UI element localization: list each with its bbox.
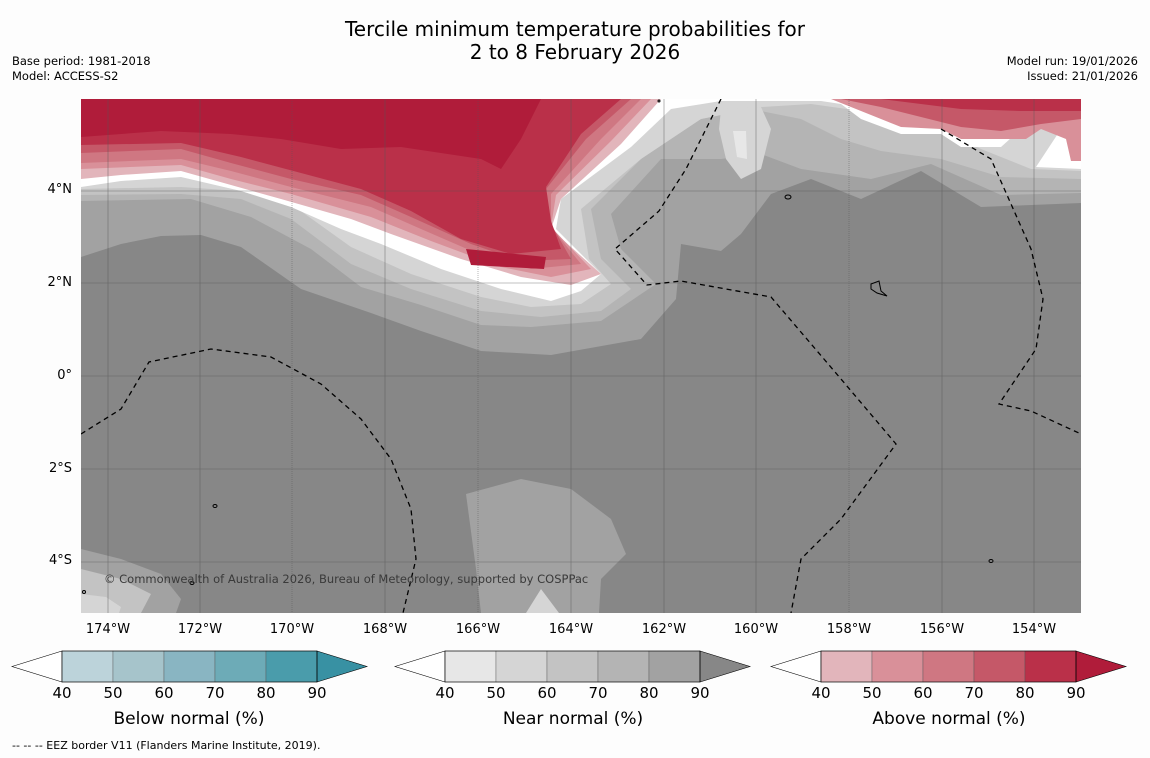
- colorbar-frame: [61, 650, 318, 683]
- title-line-1: Tercile minimum temperature probabilitie…: [344, 17, 806, 41]
- tick-above-60: 60: [913, 684, 933, 702]
- tick-near-40: 40: [435, 684, 455, 702]
- lon-label-166w: 166°W: [455, 622, 501, 637]
- tick-above-50: 50: [862, 684, 882, 702]
- below-normal-label: Below normal (%): [113, 709, 265, 729]
- lon-label-164w: 164°W: [548, 622, 594, 637]
- colorbar-max-arrow: [699, 650, 752, 683]
- colorbar-segment: [648, 650, 701, 683]
- colorbar-below-normal: [10, 650, 369, 683]
- base-period: Base period: 1981-2018: [12, 54, 151, 68]
- colorbar-segment: [61, 650, 114, 683]
- tick-below-40: 40: [52, 684, 72, 702]
- title-line-2: 2 to 8 February 2026: [469, 40, 681, 64]
- tick-near-80: 80: [639, 684, 659, 702]
- tick-above-40: 40: [811, 684, 831, 702]
- copyright-notice: © Commonwealth of Australia 2026, Bureau…: [104, 572, 589, 586]
- lat-label-2n: 2°N: [47, 275, 73, 290]
- colorbar-min-arrow: [393, 650, 446, 683]
- probability-map: [81, 99, 1081, 613]
- map-title: Tercile minimum temperature probabilitie…: [0, 18, 1150, 64]
- lon-label-160w: 160°W: [733, 622, 779, 637]
- tick-above-80: 80: [1015, 684, 1035, 702]
- colorbar-segment: [163, 650, 216, 683]
- colorbar-segment: [444, 650, 497, 683]
- colorbars: [10, 650, 1128, 683]
- lon-label-174w: 174°W: [85, 622, 131, 637]
- tick-above-70: 70: [964, 684, 984, 702]
- colorbar-segment: [597, 650, 650, 683]
- near-normal-s-light: [526, 589, 559, 613]
- lon-label-154w: 154°W: [1011, 622, 1057, 637]
- lat-label-4s: 4°S: [48, 553, 72, 568]
- near-normal-sw-pale: [81, 594, 121, 613]
- graticule: [81, 99, 1081, 613]
- islands: [82, 99, 994, 594]
- tick-near-70: 70: [588, 684, 608, 702]
- tick-below-80: 80: [256, 684, 276, 702]
- near-normal-80-south: [466, 479, 626, 613]
- colorbar-max-arrow: [316, 650, 369, 683]
- colorbar-segment: [922, 650, 975, 683]
- tick-near-50: 50: [486, 684, 506, 702]
- colorbar-segment: [112, 650, 165, 683]
- issued-date: Issued: 21/01/2026: [1027, 69, 1138, 83]
- tick-below-50: 50: [103, 684, 123, 702]
- above-normal-90-patch: [466, 249, 546, 269]
- meta-left: Base period: 1981-2018 Model: ACCESS-S2: [12, 54, 151, 84]
- model-run: Model run: 19/01/2026: [1006, 54, 1138, 68]
- lon-label-168w: 168°W: [362, 622, 408, 637]
- colorbar-frame: [444, 650, 701, 683]
- colorbar-frame: [820, 650, 1077, 683]
- lat-label-0: 0°: [57, 368, 72, 383]
- colorbar-above-normal: [769, 650, 1128, 683]
- lon-label-158w: 158°W: [826, 622, 872, 637]
- colorbar-min-arrow: [769, 650, 822, 683]
- tick-near-90: 90: [690, 684, 710, 702]
- lon-label-162w: 162°W: [641, 622, 687, 637]
- near-normal-30-npatch: [733, 131, 747, 159]
- lat-label-2s: 2°S: [48, 461, 72, 476]
- model-name: Model: ACCESS-S2: [12, 69, 119, 83]
- colorbar-segment: [1024, 650, 1077, 683]
- above-normal-label: Above normal (%): [872, 709, 1026, 729]
- above-normal-90: [81, 99, 541, 169]
- colorbar-max-arrow: [1075, 650, 1128, 683]
- colorbar-min-arrow: [10, 650, 63, 683]
- colorbar-segment: [265, 650, 318, 683]
- colorbar-segment: [871, 650, 924, 683]
- near-normal-label: Near normal (%): [502, 709, 644, 729]
- colorbar-segment: [546, 650, 599, 683]
- eez-borders: [81, 99, 1081, 613]
- lat-label-4n: 4°N: [47, 182, 73, 197]
- colorbar-segment: [214, 650, 267, 683]
- tick-below-70: 70: [205, 684, 225, 702]
- colorbar-near-normal: [393, 650, 752, 683]
- colorbar-segment: [495, 650, 548, 683]
- above-normal-ne-80: [881, 99, 1081, 111]
- lon-label-172w: 172°W: [177, 622, 223, 637]
- tick-below-60: 60: [154, 684, 174, 702]
- colorbar-segment: [973, 650, 1026, 683]
- eez-footnote: -- -- -- EEZ border V11 (Flanders Marine…: [12, 739, 321, 752]
- colorbar-segment: [820, 650, 873, 683]
- lon-label-156w: 156°W: [919, 622, 965, 637]
- tick-above-90: 90: [1066, 684, 1086, 702]
- meta-right: Model run: 19/01/2026 Issued: 21/01/2026: [1007, 54, 1138, 84]
- lon-label-170w: 170°W: [269, 622, 315, 637]
- tick-near-60: 60: [537, 684, 557, 702]
- tick-below-90: 90: [307, 684, 327, 702]
